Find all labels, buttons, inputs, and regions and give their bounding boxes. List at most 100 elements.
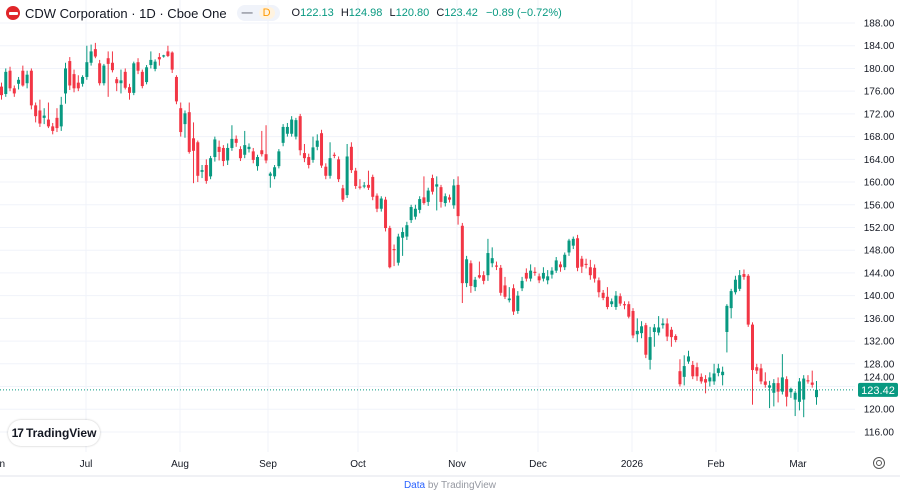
candle — [320, 129, 324, 168]
candle — [153, 59, 157, 72]
candle — [443, 193, 447, 207]
candle — [413, 204, 417, 220]
candle — [384, 196, 388, 232]
candle-body — [358, 186, 362, 188]
candle-body — [388, 228, 392, 268]
candle-body — [226, 147, 230, 161]
candle — [652, 324, 656, 347]
candle — [490, 247, 494, 268]
price-tick-label: 184.00 — [864, 41, 895, 52]
time-tick-label: Dec — [529, 459, 547, 470]
candle-body — [170, 52, 174, 70]
candle — [593, 264, 597, 283]
price-axis[interactable]: 188.00 184.00 180.00 176.00 172.00 168.00 164.… — [864, 19, 895, 439]
candle-body — [802, 378, 806, 400]
candle-body — [260, 150, 264, 155]
candle — [81, 75, 85, 87]
data-link[interactable]: Data — [403, 480, 426, 491]
candle — [558, 261, 562, 272]
candle-body — [362, 185, 366, 187]
candle-body — [98, 63, 102, 84]
candle-body — [55, 117, 59, 129]
candle-body — [759, 368, 763, 382]
candle-body — [635, 330, 639, 335]
candle-body — [405, 225, 409, 237]
candle-body — [657, 327, 661, 333]
tradingview-logo[interactable]: 17 TradingView — [8, 420, 100, 446]
candle — [614, 291, 618, 310]
candle — [469, 260, 473, 293]
candle-body — [580, 258, 584, 267]
candlestick-chart[interactable]: 123.42 188.00 184.00 180.00 176.00 172.00 168… — [0, 0, 900, 478]
candle-body — [59, 104, 63, 127]
price-tick-label: 124.00 — [864, 372, 895, 383]
candle-body — [746, 275, 750, 325]
time-axis[interactable]: Jun Jul Aug Sep Oct Nov Dec 2026 Feb Mar — [0, 459, 807, 470]
candle — [439, 184, 443, 208]
candle — [516, 291, 520, 314]
candle-body — [89, 51, 93, 63]
candle — [657, 316, 661, 336]
candle-body — [610, 301, 614, 305]
candle-body — [81, 76, 85, 84]
ohlc-values: O122.13 H124.98 L120.80 C123.42 −0.89 (−… — [288, 7, 562, 19]
candle-body — [772, 383, 776, 393]
candle — [430, 174, 434, 195]
candle — [448, 194, 452, 203]
candle-body — [42, 115, 46, 118]
candle-body — [465, 259, 469, 284]
candle-body — [622, 304, 626, 306]
candle-body — [785, 379, 789, 397]
candle-body — [721, 371, 725, 376]
symbol-title[interactable]: CDW Corporation · 1D · Cboe One — [25, 5, 227, 21]
candle-body — [733, 279, 737, 293]
candle-body — [247, 146, 251, 150]
candle-body — [128, 87, 132, 93]
candle-body — [384, 199, 388, 229]
candle — [302, 143, 306, 163]
price-tick-label: 120.00 — [864, 405, 895, 416]
close-label: C — [436, 7, 445, 19]
candle — [68, 57, 72, 91]
candle-body — [422, 197, 426, 204]
candle — [234, 135, 238, 147]
candle — [691, 360, 695, 380]
candle-body — [520, 280, 524, 289]
candle — [477, 261, 481, 279]
candle-body — [290, 119, 294, 134]
candle-body — [192, 138, 196, 151]
candle — [42, 108, 46, 125]
candle-body — [704, 379, 708, 383]
candle — [354, 167, 358, 189]
candle — [503, 276, 507, 300]
candle — [149, 51, 153, 69]
candle-body — [72, 74, 76, 89]
candles — [0, 42, 818, 418]
candle-body — [76, 82, 80, 89]
candle — [520, 276, 524, 292]
candle — [379, 196, 383, 212]
candle — [243, 130, 247, 159]
candle-body — [618, 296, 622, 304]
cdw-logo-icon — [6, 6, 20, 20]
candle — [682, 355, 686, 386]
candle — [554, 257, 558, 273]
candle-body — [119, 80, 123, 84]
interval-pill[interactable]: — D — [236, 5, 280, 21]
price-tick-label: 144.00 — [864, 268, 895, 279]
candle-body — [682, 366, 686, 377]
time-tick-label: Sep — [259, 459, 277, 470]
candle — [157, 53, 161, 66]
price-tick-label: 128.00 — [864, 359, 895, 370]
candle-body — [810, 382, 814, 385]
candle-body — [268, 173, 272, 176]
candle — [324, 163, 328, 180]
candle-body — [558, 264, 562, 268]
settings-icon[interactable] — [873, 457, 885, 469]
price-tick-label: 180.00 — [864, 64, 895, 75]
candle — [418, 196, 422, 214]
tradingview-mark-icon: 17 — [11, 426, 24, 440]
candle — [72, 69, 76, 93]
candle — [110, 51, 114, 73]
candle-body — [631, 310, 635, 336]
